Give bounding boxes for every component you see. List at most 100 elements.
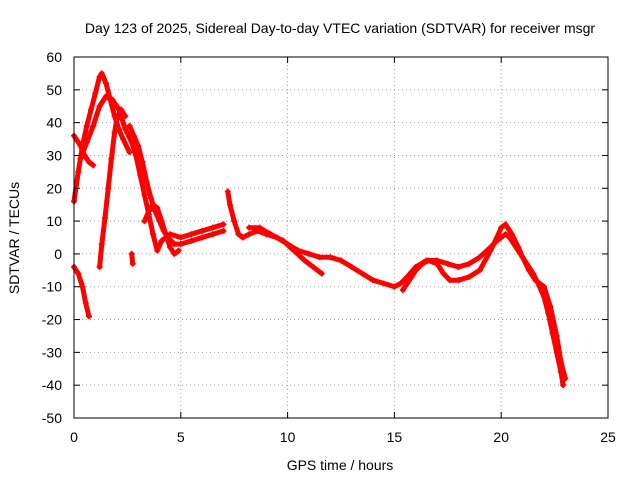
data-point [96,73,103,80]
data-point [547,303,554,310]
series-track-9 [224,188,567,389]
data-point [301,257,308,264]
axis-ticks: 0 5 10 15 20 25 -50 -40 -30 -20 -10 0 10 20 30 40 50 60 [42,49,616,445]
data-point [135,142,142,149]
data-point [305,250,312,257]
data-point [466,273,473,280]
data-point [77,155,84,162]
data-point [209,231,216,238]
data-point [177,241,184,248]
data-point [188,231,195,238]
series-line [71,70,132,204]
data-point [246,231,253,238]
data-point [103,93,110,100]
y-tick-label: 20 [46,180,62,196]
data-point [519,254,526,261]
data-point [77,142,84,149]
data-point [88,106,95,113]
y-tick-label: 0 [54,246,62,262]
data-point [199,227,206,234]
data-point [498,224,505,231]
data-point [162,231,169,238]
data-point [246,224,253,231]
data-point [310,264,317,271]
y-tick-label: 50 [46,82,62,98]
data-point [267,231,274,238]
data-point [122,126,129,133]
data-point [515,244,522,251]
series-track-7 [128,250,136,267]
data-point [83,139,90,146]
data-point [493,234,500,241]
x-tick-label: 15 [387,429,403,445]
data-point [115,106,122,113]
data-point [167,244,174,251]
data-point [177,234,184,241]
data-point [92,90,99,97]
data-point [141,191,148,198]
data-point [455,264,462,271]
data-point [171,241,178,248]
data-point [132,152,139,159]
chart-title: Day 123 of 2025, Sidereal Day-to-day VTE… [85,20,595,36]
data-point [143,178,150,185]
data-point [318,270,325,277]
data-point [425,257,432,264]
data-point [129,260,136,267]
data-point [171,250,178,257]
data-point [158,237,165,244]
data-point [553,332,560,339]
data-point [316,254,323,261]
y-axis-label: SDTVAR / TECUs [6,182,22,294]
data-point [79,283,86,290]
series-line [400,221,568,382]
data-point [440,270,447,277]
data-point [120,136,127,143]
data-point [502,221,509,228]
x-tick-label: 5 [177,429,185,445]
data-point [359,270,366,277]
data-point [98,70,105,77]
data-point [154,204,161,211]
series-line [71,264,92,319]
data-point [502,231,509,238]
data-point [560,382,567,389]
data-point [150,231,157,238]
data-point [380,280,387,287]
data-point [113,116,120,123]
data-point [154,247,161,254]
data-point [412,267,419,274]
data-point [487,247,494,254]
data-point [139,159,146,166]
data-point [466,260,473,267]
data-point [348,264,355,271]
data-point [532,277,539,284]
data-point [391,283,398,290]
data-point [370,277,377,284]
data-point [90,162,97,169]
series-line [77,93,226,254]
data-point [75,270,82,277]
data-point [209,224,216,231]
data-point [145,208,152,215]
data-point [128,250,135,257]
data-point [291,247,298,254]
x-tick-label: 20 [493,429,509,445]
data-point [434,260,441,267]
data-point [220,221,227,228]
series-line [246,225,325,277]
y-tick-label: -10 [42,279,62,295]
data-point [126,149,133,156]
data-point [404,280,411,287]
data-point [338,257,344,264]
data-point [96,264,103,271]
data-point [82,300,89,307]
data-point [444,260,451,267]
y-tick-label: 30 [46,147,62,163]
y-tick-label: 10 [46,213,62,229]
x-tick-label: 0 [70,429,78,445]
data-point [199,234,206,241]
data-point [85,313,92,320]
data-point [226,201,233,208]
data-point [158,218,165,225]
